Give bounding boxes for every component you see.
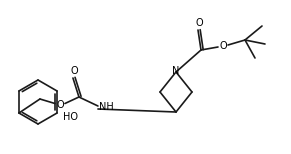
Text: O: O bbox=[70, 66, 78, 76]
Text: O: O bbox=[56, 100, 64, 110]
Text: NH: NH bbox=[99, 102, 114, 112]
Text: HO: HO bbox=[63, 112, 79, 122]
Text: O: O bbox=[219, 41, 227, 51]
Text: N: N bbox=[172, 66, 180, 76]
Text: O: O bbox=[195, 18, 203, 28]
